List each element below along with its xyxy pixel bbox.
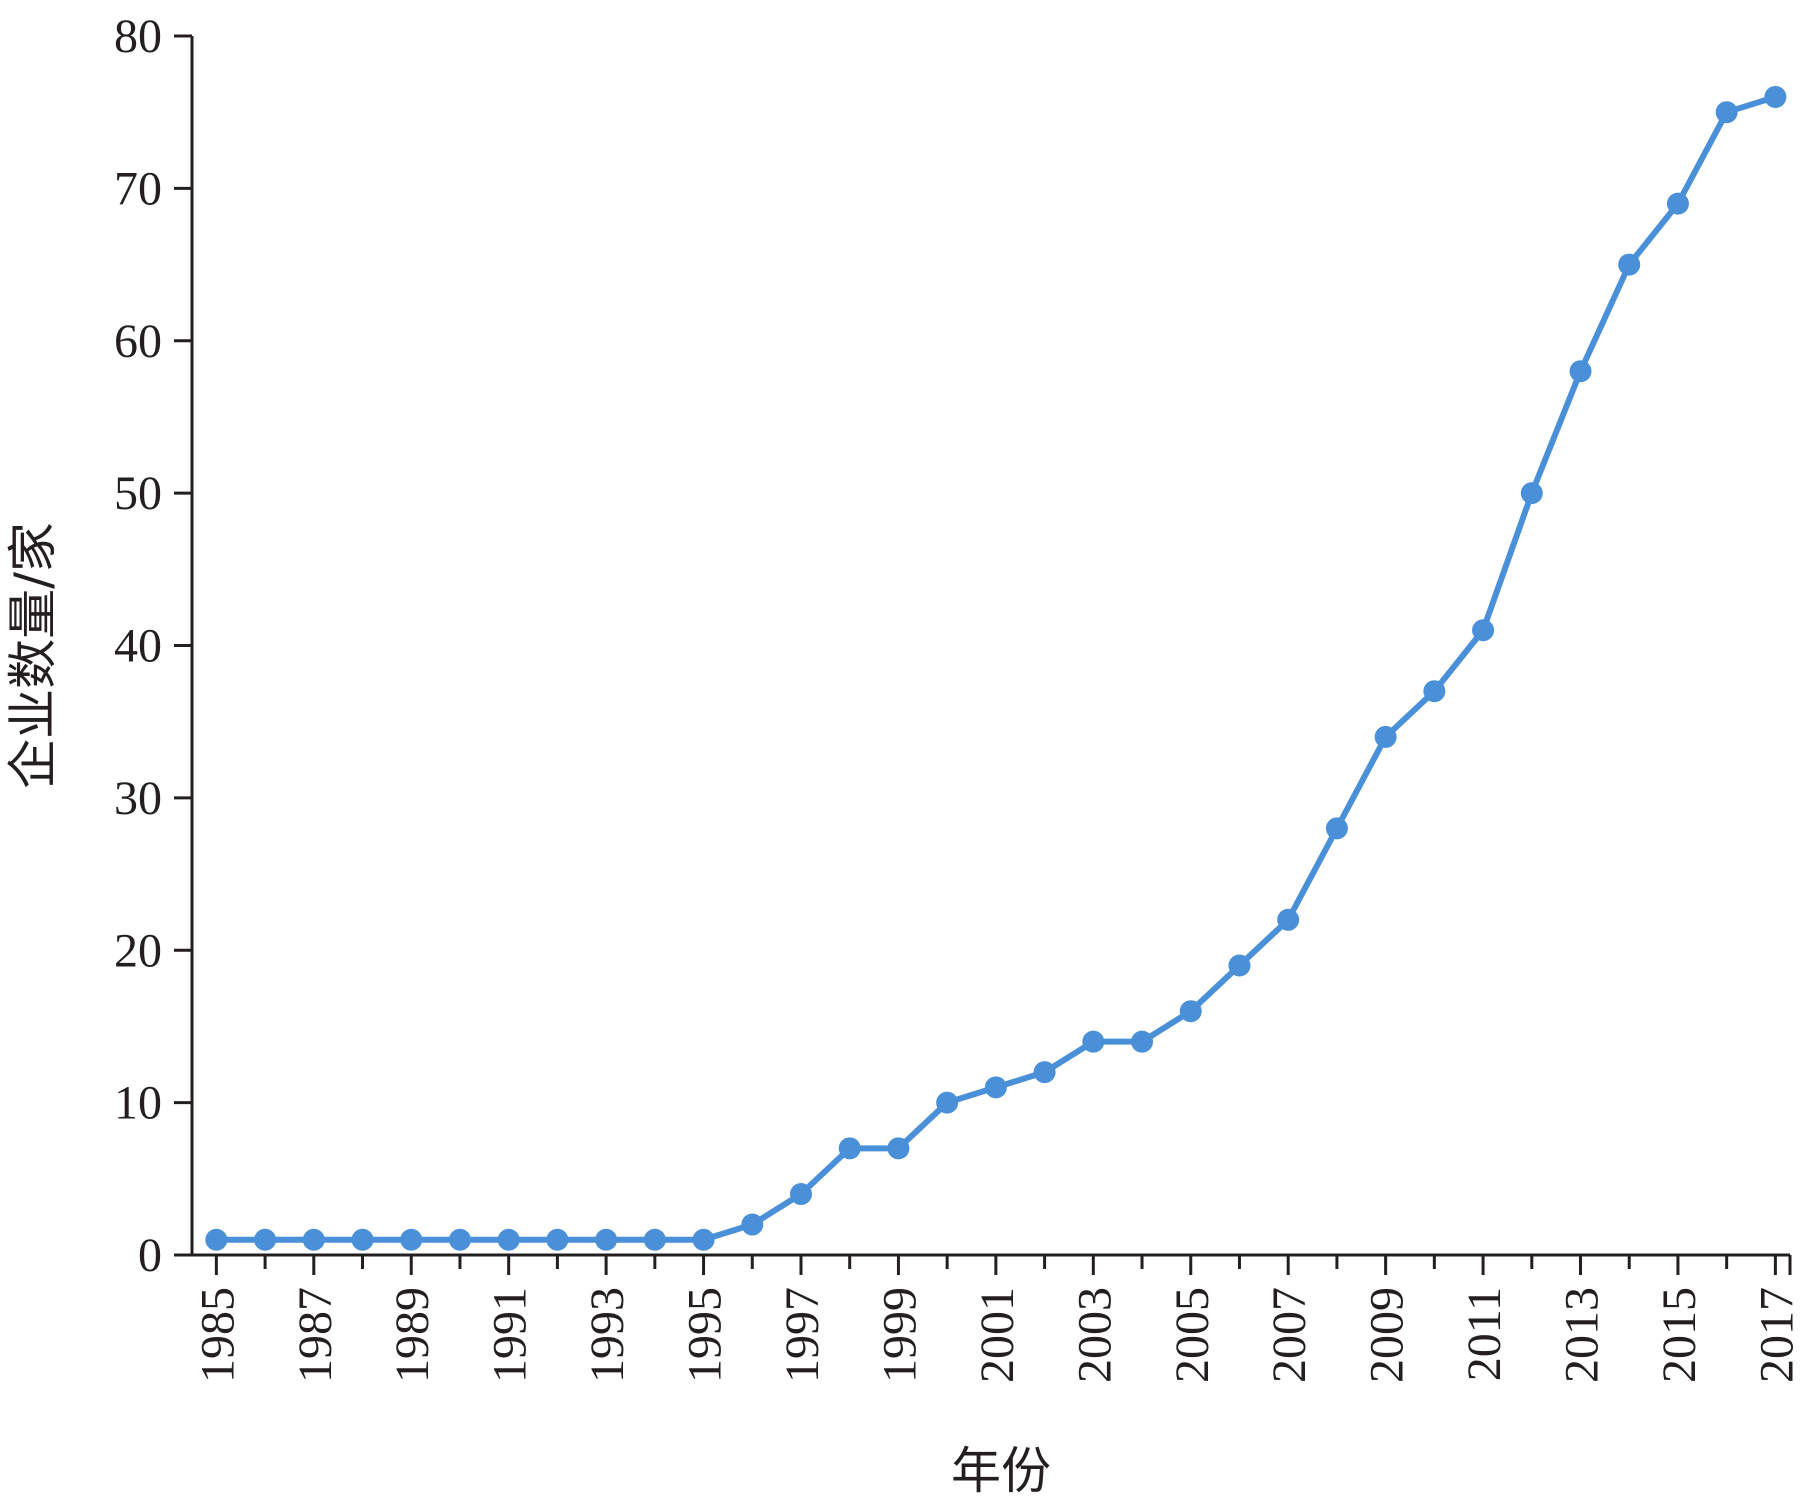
x-tick-label: 1987 (289, 1287, 342, 1383)
y-tick-label: 50 (114, 467, 162, 520)
x-tick-label: 2009 (1361, 1287, 1414, 1383)
x-tick-label: 2017 (1750, 1287, 1803, 1383)
data-point (1179, 1000, 1202, 1023)
x-tick-label: 2015 (1653, 1287, 1706, 1383)
data-point (1520, 482, 1543, 505)
y-axis-title: 企业数量/家 (4, 522, 62, 789)
x-tick-label: 2003 (1068, 1287, 1121, 1383)
y-tick-label: 20 (114, 924, 162, 977)
data-point (984, 1076, 1007, 1099)
x-tick-label: 1993 (581, 1287, 634, 1383)
data-point (1715, 101, 1738, 124)
data-point (302, 1228, 325, 1251)
series-line (216, 94, 1777, 1243)
y-tick-label: 30 (114, 772, 162, 825)
y-tick-label: 60 (114, 315, 162, 368)
data-point (887, 1137, 910, 1160)
data-point (692, 1228, 715, 1251)
y-tick-label: 0 (138, 1229, 162, 1282)
data-point (1131, 1030, 1154, 1053)
x-tick-label: 2001 (971, 1287, 1024, 1383)
x-axis-title: 年份 (951, 1442, 1051, 1500)
plot-area (205, 85, 1787, 1251)
data-point (1277, 908, 1300, 931)
data-point (1472, 619, 1495, 642)
data-point (1325, 817, 1348, 840)
x-tick-label: 1995 (679, 1287, 732, 1383)
data-point (838, 1137, 861, 1160)
x-tick-label: 2005 (1166, 1287, 1219, 1383)
data-point (1228, 954, 1251, 977)
x-tick-label: 1991 (484, 1287, 537, 1383)
x-tick-label: 2013 (1556, 1287, 1609, 1383)
data-point (741, 1213, 764, 1236)
x-axis-ticks: 1985 1987 1989 1991 1993 1995 1997 1999 2001 2003… (191, 1255, 1803, 1383)
data-point (497, 1228, 520, 1251)
data-point (789, 1183, 812, 1206)
data-point (400, 1228, 423, 1251)
data-point (1764, 85, 1787, 108)
data-point (1666, 192, 1689, 215)
data-point (1374, 725, 1397, 748)
data-point (1082, 1030, 1105, 1053)
x-tick-label: 2007 (1263, 1287, 1316, 1383)
data-point (1569, 360, 1592, 383)
data-point (643, 1228, 666, 1251)
data-point (1618, 253, 1641, 276)
data-point (448, 1228, 471, 1251)
y-tick-label: 70 (114, 162, 162, 215)
data-point (936, 1091, 959, 1114)
x-tick-label: 1999 (873, 1287, 926, 1383)
data-point (1033, 1061, 1056, 1084)
data-point (595, 1228, 618, 1251)
x-tick-label: 2011 (1458, 1287, 1511, 1381)
y-tick-label: 80 (114, 10, 162, 63)
data-point (254, 1228, 277, 1251)
data-point (1423, 680, 1446, 703)
y-axis-ticks: 0 10 20 30 40 50 60 70 80 (114, 10, 192, 1282)
y-tick-label: 10 (114, 1077, 162, 1130)
data-point (351, 1228, 374, 1251)
y-tick-label: 40 (114, 620, 162, 673)
x-tick-label: 1989 (386, 1287, 439, 1383)
x-tick-label: 1997 (776, 1287, 829, 1383)
data-point (546, 1228, 569, 1251)
data-point (205, 1228, 228, 1251)
x-tick-label: 1985 (191, 1287, 244, 1383)
